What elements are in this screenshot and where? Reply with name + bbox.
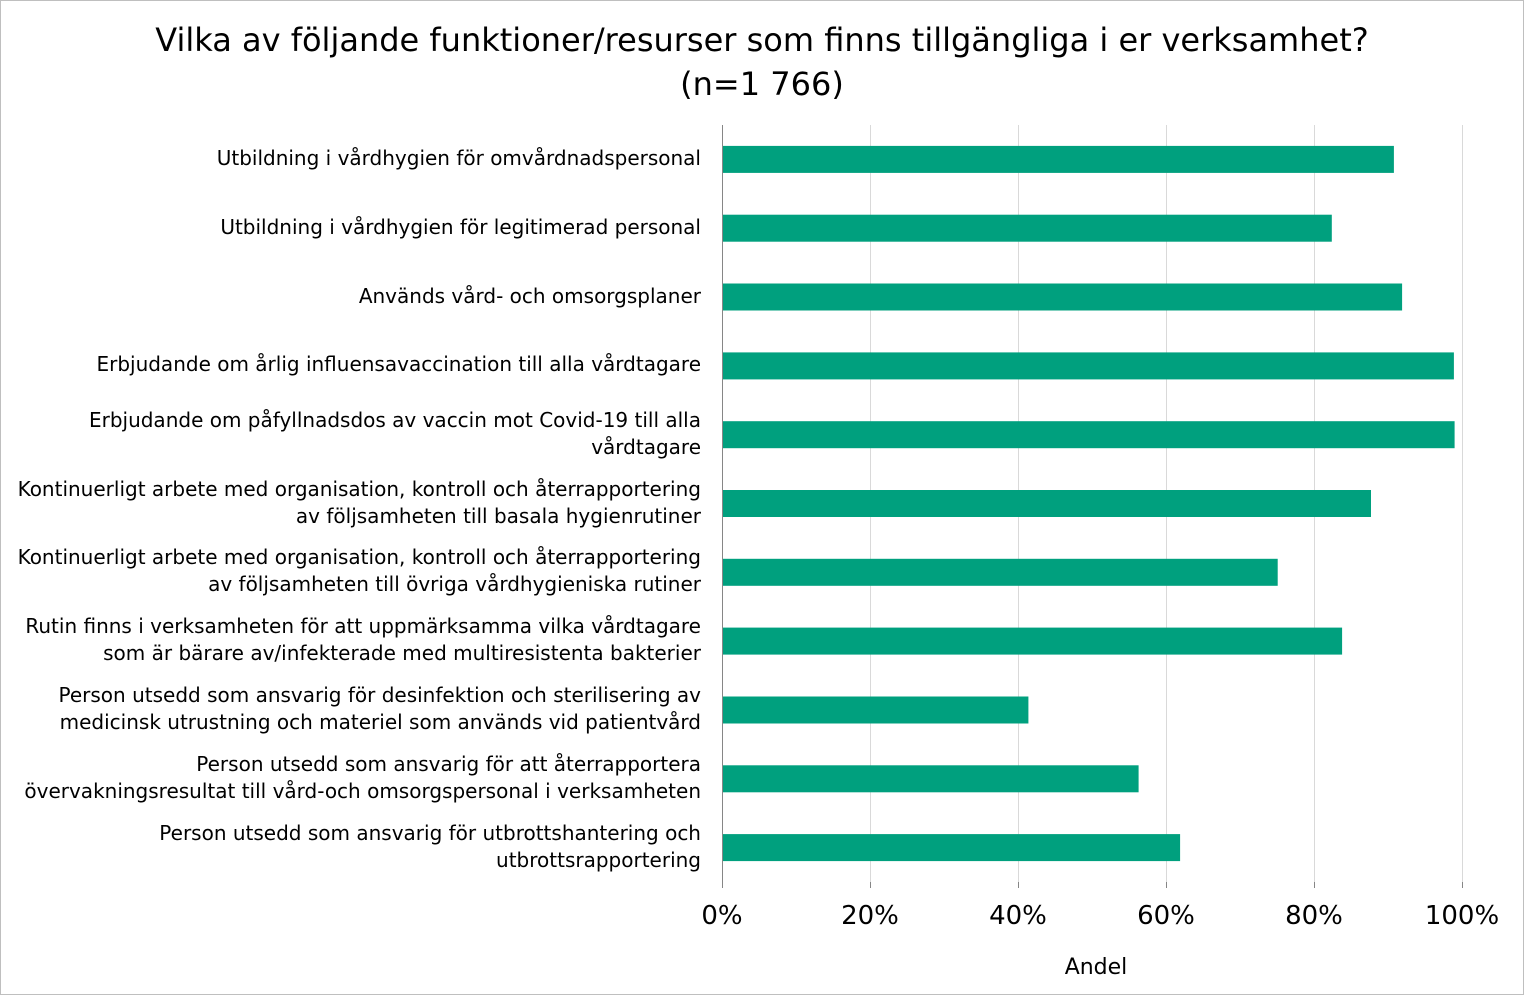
category-label-line: vårdtagare [591,434,701,459]
category-label: Erbjudande om årlig influensavaccination… [0,351,701,378]
bar [722,145,1394,173]
x-tick-label: 100% [1424,901,1500,931]
x-axis-label: Andel [1064,955,1128,980]
x-tick-label: 20% [841,901,899,931]
bar [722,696,1029,724]
category-label: Utbildning i vårdhygien för omvårdnadspe… [0,145,701,172]
category-label-line: övervakningsresultat till vård-och omsor… [24,778,701,803]
bar [722,490,1371,517]
category-label-line: som är bärare av/infekterade med multire… [103,641,701,666]
category-label-line: Person utsedd som ansvarig för desinfekt… [58,682,701,707]
category-label-line: Kontinuerligt arbete med organisation, k… [17,545,701,570]
bar [722,627,1343,655]
bar [722,214,1332,242]
x-tick-label: 40% [989,901,1047,931]
category-label-line: medicinsk utrustning och materiel som an… [59,709,701,734]
category-label: Person utsedd som ansvarig för desinfekt… [0,682,701,736]
category-label-line: Används vård- och omsorgsplaner [358,283,701,308]
bar [722,421,1455,449]
category-label-line: Kontinuerligt arbete med organisation, k… [17,476,701,501]
x-tick-label: 0% [701,901,743,931]
category-label: Erbjudande om påfyllnadsdos av vaccin mo… [0,407,701,461]
bar [722,283,1403,311]
chart-title: Vilka av följande funktioner/resurser so… [0,18,1524,106]
category-label: Person utsedd som ansvarig för utbrottsh… [0,820,701,874]
category-label: Rutin finns i verksamheten för att uppmä… [0,613,701,667]
category-label-line: Utbildning i vårdhygien för legitimerad … [220,214,701,239]
category-label-line: Erbjudande om årlig influensavaccination… [96,352,701,377]
category-label: Kontinuerligt arbete med organisation, k… [0,476,701,530]
bar [722,558,1278,586]
category-label: Kontinuerligt arbete med organisation, k… [0,544,701,598]
bar [722,352,1454,380]
category-label-line: Person utsedd som ansvarig för att återr… [196,751,701,776]
category-label-line: av följsamheten till övriga vårdhygienis… [208,572,701,597]
x-tick-label: 60% [1137,901,1195,931]
chart-title-line-1: Vilka av följande funktioner/resurser so… [155,21,1369,59]
bar [722,834,1181,862]
category-label-line: av följsamheten till basala hygienrutine… [295,503,701,528]
bar [722,765,1139,793]
category-label: Utbildning i vårdhygien för legitimerad … [0,214,701,241]
category-label-line: Person utsedd som ansvarig för utbrottsh… [159,820,701,845]
chart-title-line-2: (n=1 766) [680,65,844,103]
category-label: Person utsedd som ansvarig för att återr… [0,751,701,805]
category-label-line: Rutin finns i verksamheten för att uppmä… [25,614,701,639]
category-label: Används vård- och omsorgsplaner [0,283,701,310]
x-tick-label: 80% [1285,901,1343,931]
category-label-line: Erbjudande om påfyllnadsdos av vaccin mo… [88,407,701,432]
category-label-line: utbrottsrapportering [496,847,701,872]
category-label-line: Utbildning i vårdhygien för omvårdnadspe… [216,145,701,170]
